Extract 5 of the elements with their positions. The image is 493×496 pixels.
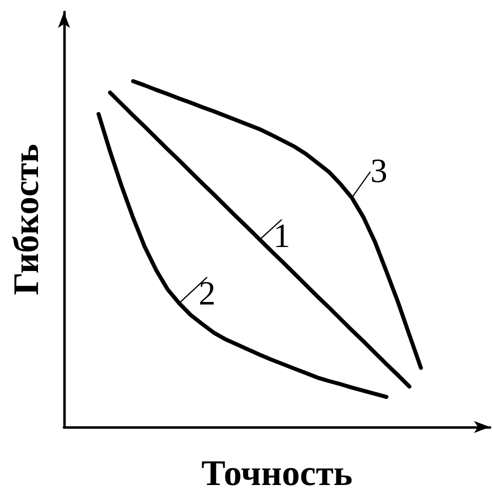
series-label: 1 xyxy=(273,218,290,256)
x-axis-title: Точность xyxy=(201,453,353,493)
legend-label: 3 xyxy=(370,153,388,190)
series-label: 2 xyxy=(198,276,216,313)
y-axis-title: Гибкость xyxy=(6,144,46,296)
